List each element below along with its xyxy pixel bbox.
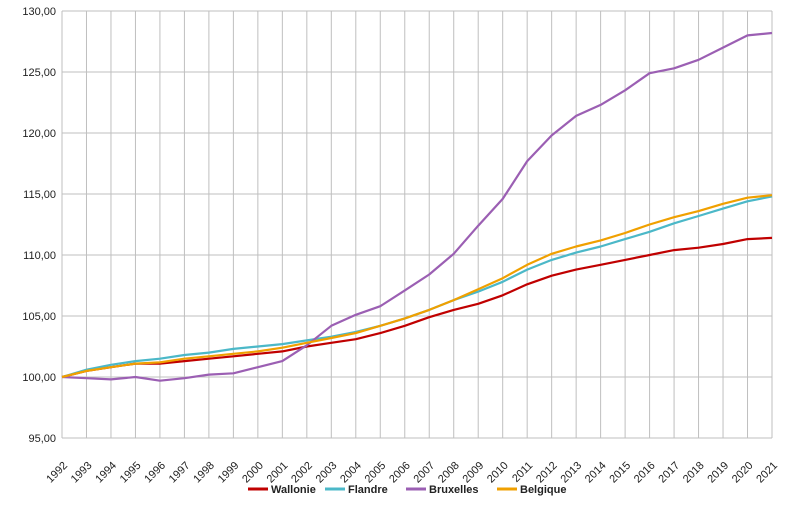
x-tick-label: 2013 xyxy=(558,460,584,486)
x-tick-label: 1995 xyxy=(118,460,144,486)
x-tick-label: 1997 xyxy=(167,460,193,486)
series-lines xyxy=(61,31,773,382)
legend-item-bruxelles: Bruxelles xyxy=(406,484,479,496)
y-tick-label: 130,00 xyxy=(22,6,56,18)
series-line-bruxelles xyxy=(61,31,773,382)
series-line-belgique xyxy=(61,194,773,379)
x-tick-label: 2005 xyxy=(363,460,389,486)
x-tick-label: 2001 xyxy=(265,460,291,486)
x-tick-label: 1993 xyxy=(69,460,95,486)
x-tick-label: 1999 xyxy=(216,460,242,486)
x-tick-label: 1992 xyxy=(44,460,70,486)
x-tick-label: 2006 xyxy=(387,460,413,486)
x-tick-label: 2014 xyxy=(583,460,609,486)
x-tick-label: 2020 xyxy=(730,460,756,486)
x-tick-label: 2017 xyxy=(656,460,682,486)
y-tick-label: 115,00 xyxy=(23,189,56,201)
x-tick-label: 2012 xyxy=(534,460,560,486)
x-tick-label: 2008 xyxy=(436,460,462,486)
legend-item-belgique: Belgique xyxy=(497,484,566,496)
x-tick-label: 2009 xyxy=(461,460,487,486)
legend-label: Bruxelles xyxy=(429,484,479,496)
y-tick-label: 125,00 xyxy=(22,67,56,79)
y-tick-label: 110,00 xyxy=(23,250,56,262)
x-tick-label: 1998 xyxy=(191,460,217,486)
x-tick-label: 1996 xyxy=(142,460,168,486)
legend-label: Wallonie xyxy=(271,484,316,496)
x-tick-label: 2015 xyxy=(607,460,633,486)
x-tick-label: 2019 xyxy=(705,460,731,486)
series-line-flandre xyxy=(61,195,773,379)
x-axis: 1992199319941995199619971998199920002001… xyxy=(44,460,780,486)
x-tick-label: 2007 xyxy=(412,460,438,486)
x-tick-label: 2018 xyxy=(681,460,707,486)
y-tick-label: 105,00 xyxy=(22,311,56,323)
x-tick-label: 1994 xyxy=(93,460,119,486)
x-tick-label: 2011 xyxy=(510,460,535,485)
x-tick-label: 2021 xyxy=(754,460,780,486)
legend-label: Belgique xyxy=(520,484,566,496)
x-tick-label: 2000 xyxy=(240,460,266,486)
x-tick-label: 2010 xyxy=(485,460,511,486)
y-axis: 95,00 100,00 105,00 110,00 115,00 120,00 125,0… xyxy=(22,6,56,445)
x-tick-label: 2004 xyxy=(338,460,364,486)
y-tick-label: 100,00 xyxy=(22,372,56,384)
series-line-wallonie xyxy=(61,236,773,379)
legend-label: Flandre xyxy=(348,484,388,496)
legend-item-wallonie: Wallonie xyxy=(248,484,316,496)
x-tick-label: 2016 xyxy=(632,460,658,486)
y-tick-label: 95,00 xyxy=(28,433,56,445)
legend-item-flandre: Flandre xyxy=(325,484,388,496)
x-tick-label: 2003 xyxy=(314,460,340,486)
legend: Wallonie Flandre Bruxelles Belgique xyxy=(248,484,566,496)
x-tick-label: 2002 xyxy=(289,460,315,486)
grid xyxy=(61,10,773,439)
y-tick-label: 120,00 xyxy=(22,128,56,140)
